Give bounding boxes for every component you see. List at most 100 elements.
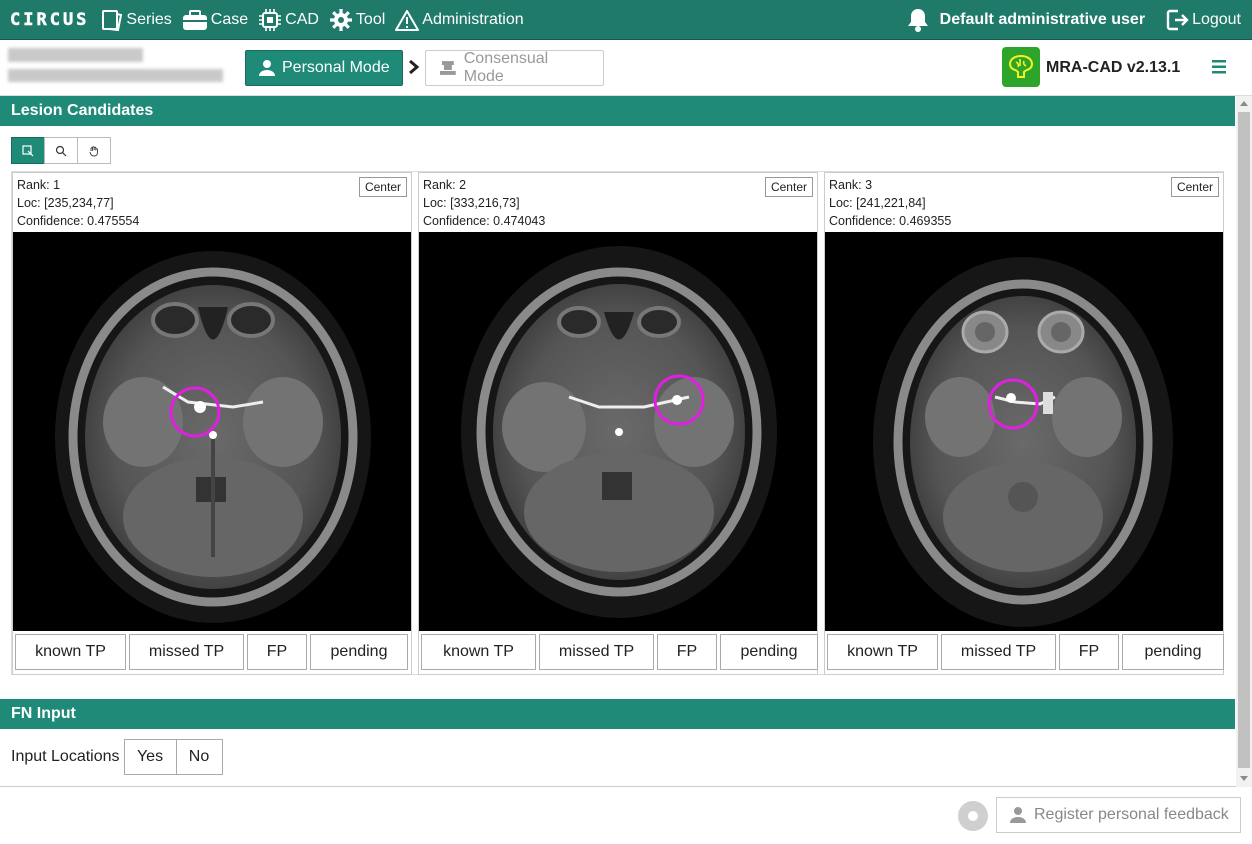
group-icon: [439, 61, 456, 75]
mra-slice-image: [55, 251, 371, 623]
candidate-info: Rank: 3 Loc: [241,221,84] Confidence: 0.…: [829, 176, 951, 230]
nav-administration-label: Administration: [422, 10, 524, 28]
lesion-marker-circle: [169, 386, 221, 438]
tool-gear-icon: [329, 8, 352, 31]
top-navigation-bar: CIRCUS Series Case CAD Tool: [0, 0, 1252, 40]
fn-input-header: FN Input: [0, 699, 1235, 729]
feedback-missed-tp-button[interactable]: missed TP: [129, 634, 244, 670]
feedback-fp-button[interactable]: FP: [1059, 634, 1119, 670]
fn-input-row: Input Locations Yes No: [11, 739, 223, 775]
series-icon: [102, 9, 123, 31]
redacted-patient-details: [8, 69, 223, 82]
vertical-scrollbar[interactable]: [1236, 96, 1252, 787]
mra-slice-image: [461, 246, 777, 618]
scroll-down-arrow-icon[interactable]: [1240, 776, 1248, 781]
register-feedback-label: Register personal feedback: [1034, 806, 1229, 823]
menu-hamburger-icon[interactable]: [1211, 59, 1229, 75]
candidate-rank: Rank: 3: [829, 178, 873, 192]
lesion-candidate-card: Rank: 2 Loc: [333,216,73] Confidence: 0.…: [418, 172, 818, 675]
candidate-rank: Rank: 2: [423, 178, 467, 192]
scroll-up-arrow-icon[interactable]: [1240, 101, 1248, 106]
loading-indicator-icon: [958, 801, 988, 831]
feedback-pending-button[interactable]: pending: [720, 634, 818, 670]
center-button[interactable]: Center: [358, 177, 407, 197]
viewer-tool-group: [11, 137, 111, 164]
mra-image-viewer[interactable]: [419, 232, 817, 631]
pager-tool-button[interactable]: [11, 137, 45, 164]
feedback-known-tp-button[interactable]: known TP: [827, 634, 938, 670]
nav-administration[interactable]: Administration: [395, 9, 524, 31]
case-icon: [182, 9, 207, 30]
register-feedback-button[interactable]: Register personal feedback: [996, 797, 1241, 833]
center-button[interactable]: Center: [764, 177, 813, 197]
fn-no-button[interactable]: No: [175, 739, 223, 775]
nav-series-label: Series: [126, 10, 172, 28]
feedback-options: known TP missed TP FP pending: [827, 634, 1227, 670]
mra-image-viewer[interactable]: [13, 232, 411, 631]
notification-bell-icon[interactable]: [906, 7, 930, 33]
fn-input-title: FN Input: [11, 705, 76, 722]
candidate-location: Loc: [235,234,77]: [17, 196, 114, 210]
feedback-options: known TP missed TP FP pending: [15, 634, 411, 670]
nav-case[interactable]: Case: [182, 9, 248, 31]
lesion-candidates-title: Lesion Candidates: [11, 102, 154, 119]
hand-tool-button[interactable]: [77, 137, 111, 164]
plugin-brain-icon: [1002, 47, 1040, 87]
mra-image-viewer[interactable]: [825, 232, 1223, 631]
nav-series[interactable]: Series: [101, 8, 172, 32]
brand-logo[interactable]: CIRCUS: [10, 9, 90, 30]
current-user-name[interactable]: Default administrative user: [939, 10, 1146, 28]
footer-bar: Register personal feedback: [0, 788, 1252, 844]
pager-icon: [22, 144, 34, 156]
feedback-known-tp-button[interactable]: known TP: [15, 634, 126, 670]
feedback-known-tp-button[interactable]: known TP: [421, 634, 536, 670]
consensual-mode-button[interactable]: Consensual Mode: [425, 50, 604, 86]
candidate-location: Loc: [241,221,84]: [829, 196, 926, 210]
nav-tool[interactable]: Tool: [329, 8, 385, 32]
nav-cad[interactable]: CAD: [258, 8, 319, 32]
nav-tool-label: Tool: [355, 10, 386, 28]
candidate-rank: Rank: 1: [17, 178, 61, 192]
feedback-fp-button[interactable]: FP: [657, 634, 717, 670]
feedback-fp-button[interactable]: FP: [247, 634, 307, 670]
input-locations-label: Input Locations: [11, 748, 120, 765]
feedback-missed-tp-button[interactable]: missed TP: [539, 634, 654, 670]
candidate-confidence: Confidence: 0.469355: [829, 214, 952, 228]
center-button[interactable]: Center: [1170, 177, 1219, 197]
mra-slice-image: [873, 257, 1173, 627]
user-icon: [259, 60, 275, 76]
redacted-patient-info: [8, 48, 143, 62]
feedback-pending-button[interactable]: pending: [310, 634, 408, 670]
lesion-candidate-list: Rank: 1 Loc: [235,234,77] Confidence: 0.…: [11, 171, 1224, 675]
personal-mode-button[interactable]: Personal Mode: [245, 50, 403, 86]
lesion-candidates-header: Lesion Candidates: [0, 96, 1235, 126]
plugin-name: MRA-CAD v2.13.1: [1046, 59, 1181, 76]
candidate-location: Loc: [333,216,73]: [423, 196, 520, 210]
zoom-icon: [55, 145, 67, 156]
nav-case-label: Case: [210, 10, 249, 28]
content-area: Lesion Candidates Rank: 1 Loc: [235,: [0, 96, 1252, 787]
feedback-pending-button[interactable]: pending: [1122, 634, 1224, 670]
consensual-mode-label: Consensual Mode: [463, 50, 549, 85]
candidate-confidence: Confidence: 0.475554: [17, 214, 140, 228]
hand-icon: [89, 145, 98, 156]
lesion-candidate-card: Rank: 3 Loc: [241,221,84] Confidence: 0.…: [824, 172, 1224, 675]
cad-chip-icon: [259, 8, 282, 31]
logout-button[interactable]: Logout: [1165, 8, 1241, 32]
chevron-right-icon: [409, 59, 420, 75]
zoom-tool-button[interactable]: [44, 137, 78, 164]
logout-icon: [1166, 9, 1189, 30]
lesion-candidate-card: Rank: 1 Loc: [235,234,77] Confidence: 0.…: [12, 172, 412, 675]
user-icon: [1010, 807, 1026, 823]
feedback-missed-tp-button[interactable]: missed TP: [941, 634, 1056, 670]
logout-label: Logout: [1192, 10, 1241, 28]
candidate-confidence: Confidence: 0.474043: [423, 214, 546, 228]
warning-triangle-icon: [395, 9, 420, 31]
candidate-info: Rank: 1 Loc: [235,234,77] Confidence: 0.…: [17, 176, 139, 230]
lesion-marker-circle: [653, 374, 705, 426]
personal-mode-label: Personal Mode: [282, 59, 390, 76]
case-header: Personal Mode Consensual Mode MRA-CAD v2…: [0, 40, 1252, 96]
scrollbar-thumb[interactable]: [1238, 112, 1250, 768]
lesion-marker-circle: [987, 378, 1039, 430]
fn-yes-button[interactable]: Yes: [123, 739, 177, 775]
